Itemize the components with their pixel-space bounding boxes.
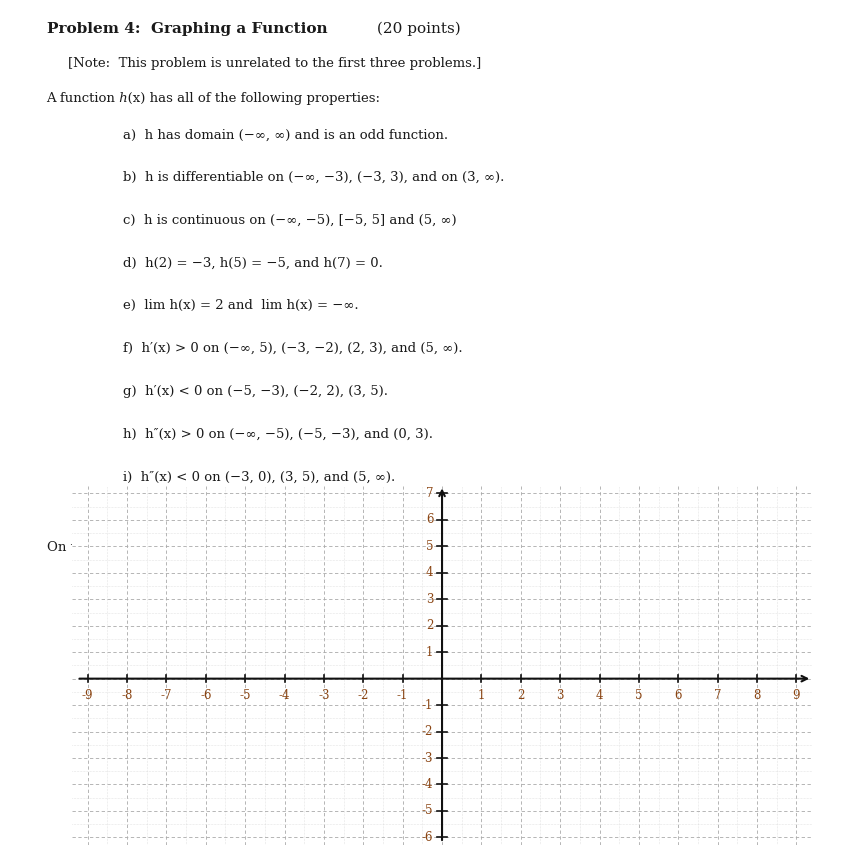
Text: b)  h is differentiable on (−∞, −3), (−3, 3), and on (3, ∞).: b) h is differentiable on (−∞, −3), (−3,… — [123, 171, 504, 184]
Text: g)  h′(x) < 0 on (−5, −3), (−2, 2), (3, 5).: g) h′(x) < 0 on (−5, −3), (−2, 2), (3, 5… — [123, 385, 387, 398]
Text: e)  lim h(x) = 2 and  lim h(x) = −∞.: e) lim h(x) = 2 and lim h(x) = −∞. — [123, 299, 359, 312]
Text: -3: -3 — [318, 688, 330, 701]
Text: 3: 3 — [557, 688, 564, 701]
Text: -1: -1 — [397, 688, 409, 701]
Text: 8: 8 — [753, 688, 761, 701]
Text: 5: 5 — [635, 688, 643, 701]
Text: 4: 4 — [426, 566, 433, 579]
Text: (20 points): (20 points) — [372, 22, 461, 36]
Text: 2: 2 — [426, 619, 433, 632]
Text: 6: 6 — [674, 688, 682, 701]
Text: -2: -2 — [358, 688, 369, 701]
Text: -4: -4 — [279, 688, 290, 701]
Text: -5: -5 — [422, 805, 433, 818]
Text: 9: 9 — [793, 688, 800, 701]
Text: 1: 1 — [426, 646, 433, 659]
Text: -6: -6 — [200, 688, 212, 701]
Text: -4: -4 — [422, 778, 433, 791]
Text: Problem 4:  Graphing a Function: Problem 4: Graphing a Function — [47, 22, 327, 36]
Text: -9: -9 — [82, 688, 93, 701]
Text: f)  h′(x) > 0 on (−∞, 5), (−3, −2), (2, 3), and (5, ∞).: f) h′(x) > 0 on (−∞, 5), (−3, −2), (2, 3… — [123, 342, 462, 355]
Text: d)  h(2) = −3, h(5) = −5, and h(7) = 0.: d) h(2) = −3, h(5) = −5, and h(7) = 0. — [123, 257, 382, 270]
Text: i)  h″(x) < 0 on (−3, 0), (3, 5), and (5, ∞).: i) h″(x) < 0 on (−3, 0), (3, 5), and (5,… — [123, 470, 395, 483]
Text: h)  h″(x) > 0 on (−∞, −5), (−5, −3), and (0, 3).: h) h″(x) > 0 on (−∞, −5), (−5, −3), and … — [123, 427, 432, 440]
Text: -7: -7 — [161, 688, 172, 701]
Text: 7: 7 — [426, 487, 433, 500]
Text: -1: -1 — [422, 699, 433, 712]
Text: A function ℎ(x) has all of the following properties:: A function ℎ(x) has all of the following… — [47, 92, 381, 105]
Text: 1: 1 — [478, 688, 485, 701]
Text: 3: 3 — [426, 593, 433, 606]
Text: -5: -5 — [239, 688, 251, 701]
Text: -8: -8 — [121, 688, 133, 701]
Text: c)  h is continuous on (−∞, −5), [−5, 5] and (5, ∞): c) h is continuous on (−∞, −5), [−5, 5] … — [123, 214, 456, 227]
Text: 6: 6 — [426, 513, 433, 526]
Text: On the set of axes below, make a graph for ℎ(x).  The graph must satisfy all of : On the set of axes below, make a graph f… — [47, 541, 756, 554]
Text: [Note:  This problem is unrelated to the first three problems.]: [Note: This problem is unrelated to the … — [68, 57, 481, 70]
Text: a)  h has domain (−∞, ∞) and is an odd function.: a) h has domain (−∞, ∞) and is an odd fu… — [123, 128, 448, 141]
Text: 2: 2 — [517, 688, 525, 701]
Text: 4: 4 — [596, 688, 603, 701]
Text: 7: 7 — [714, 688, 722, 701]
Text: -6: -6 — [422, 831, 433, 844]
Text: 5: 5 — [426, 540, 433, 553]
Text: -2: -2 — [422, 725, 433, 738]
Text: -3: -3 — [422, 752, 433, 765]
